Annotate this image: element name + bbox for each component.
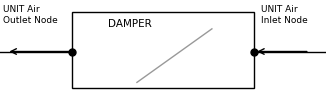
Text: UNIT Air
Inlet Node: UNIT Air Inlet Node [261,5,307,25]
Bar [72,12,254,88]
Text: UNIT Air
Outlet Node: UNIT Air Outlet Node [3,5,58,25]
Text: DAMPER: DAMPER [108,19,151,29]
